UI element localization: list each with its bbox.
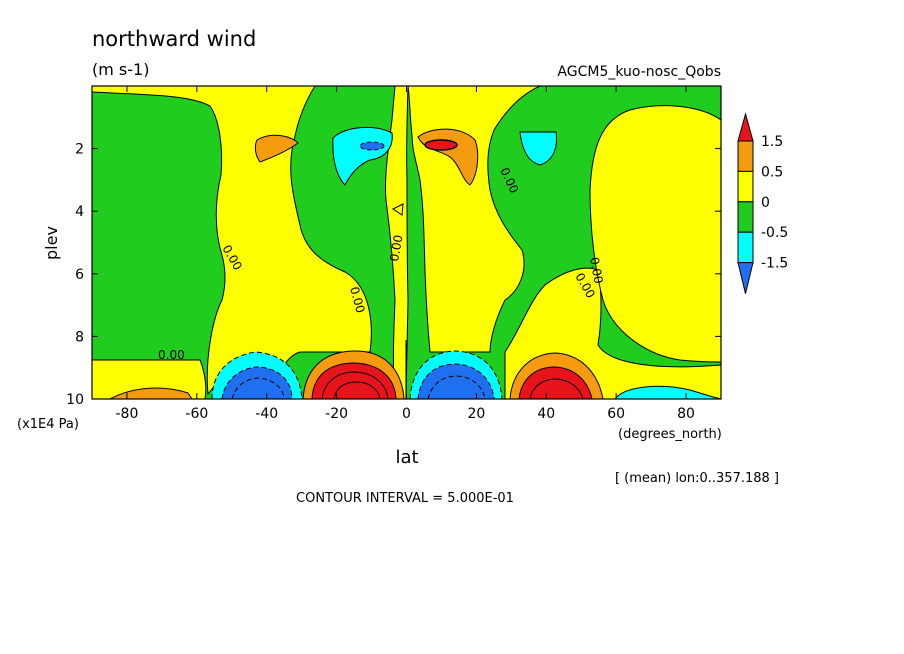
colorbar-label: 0 (761, 195, 770, 211)
core-blue-upper (359, 141, 385, 151)
x-tick-label: -40 (255, 406, 278, 422)
run-name: AGCM5_kuo-nosc_Qobs (557, 64, 721, 80)
colorbar-label: -1.5 (761, 256, 788, 272)
colorbar-label: 1.5 (761, 134, 783, 150)
x-tick-label: -20 (325, 406, 348, 422)
y-tick-label: 8 (75, 329, 84, 345)
y-tick-label: 6 (75, 267, 84, 283)
surface-neg-10-contour (427, 375, 486, 399)
colorbar-bin (737, 170, 754, 203)
contour-label: 0.00 (587, 256, 605, 285)
colorbar-bin (737, 231, 754, 264)
footer-note: [ (mean) lon:0..357.188 ] (615, 471, 779, 486)
core-red-upper (424, 139, 458, 151)
colorbar-bin (737, 201, 754, 233)
colorbar-label: -0.5 (761, 225, 788, 241)
surface-pos-15-contour1 (321, 371, 389, 399)
colorbar: 1.5 0.5 0 -0.5 -1.5 (737, 112, 788, 294)
region-positive-nh-polar (589, 105, 721, 363)
x-axis-label: lat (395, 447, 418, 468)
surface-neg-40-contour (231, 377, 285, 399)
contour-interval: CONTOUR INTERVAL = 5.000E-01 (296, 491, 514, 506)
blob-cyan-nh-surface (614, 385, 721, 399)
surface-pos-15-red (311, 362, 397, 399)
surface-neg-10-blue (417, 363, 495, 399)
blob-orange-sh-upper (254, 134, 299, 163)
colorbar-bin (737, 140, 754, 172)
colorbar-bin (737, 112, 754, 142)
blob-cyan-nh-upper (519, 131, 558, 166)
x-tick-label: -60 (185, 406, 208, 422)
x-units-label: (degrees_north) (618, 427, 722, 442)
blob-cyan-sh-upper (332, 126, 393, 186)
y-tick-label: 2 (75, 142, 84, 158)
surface-pos-42-red (518, 366, 593, 399)
x-axis: -80 -60 -40 -20 0 20 40 60 80 (116, 86, 695, 422)
surface-pos-42-contour (529, 378, 584, 399)
colorbar-bin (737, 262, 754, 294)
chart-title: northward wind (92, 27, 256, 51)
blob-orange-sh-surface (109, 387, 193, 399)
x-tick-label: 0 (402, 406, 411, 422)
y-axis-label: plev (42, 226, 61, 260)
contour-label: 0.00 (387, 234, 405, 263)
x-tick-label: 40 (537, 406, 555, 422)
surface-neg-40-blue (221, 366, 293, 399)
x-tick-label: -80 (116, 406, 139, 422)
region-positive-eq-south (384, 86, 409, 399)
x-tick-label: 60 (607, 406, 625, 422)
y-tick-label: 4 (75, 204, 84, 220)
x-tick-label: 80 (677, 406, 695, 422)
contour-label: 0.00 (347, 285, 367, 314)
contour-field (92, 86, 721, 399)
y-units-label: (x1E4 Pa) (17, 417, 79, 432)
units-label: (m s-1) (92, 60, 149, 79)
region-positive-small (392, 203, 404, 216)
x-tick-label: 20 (467, 406, 485, 422)
colorbar-label: 0.5 (761, 164, 783, 180)
y-axis: 2 4 6 8 10 (66, 142, 721, 408)
contour-label: 0.00 (158, 348, 185, 362)
y-tick-label: 10 (66, 392, 84, 408)
surface-pos-15-contour2 (333, 381, 381, 399)
